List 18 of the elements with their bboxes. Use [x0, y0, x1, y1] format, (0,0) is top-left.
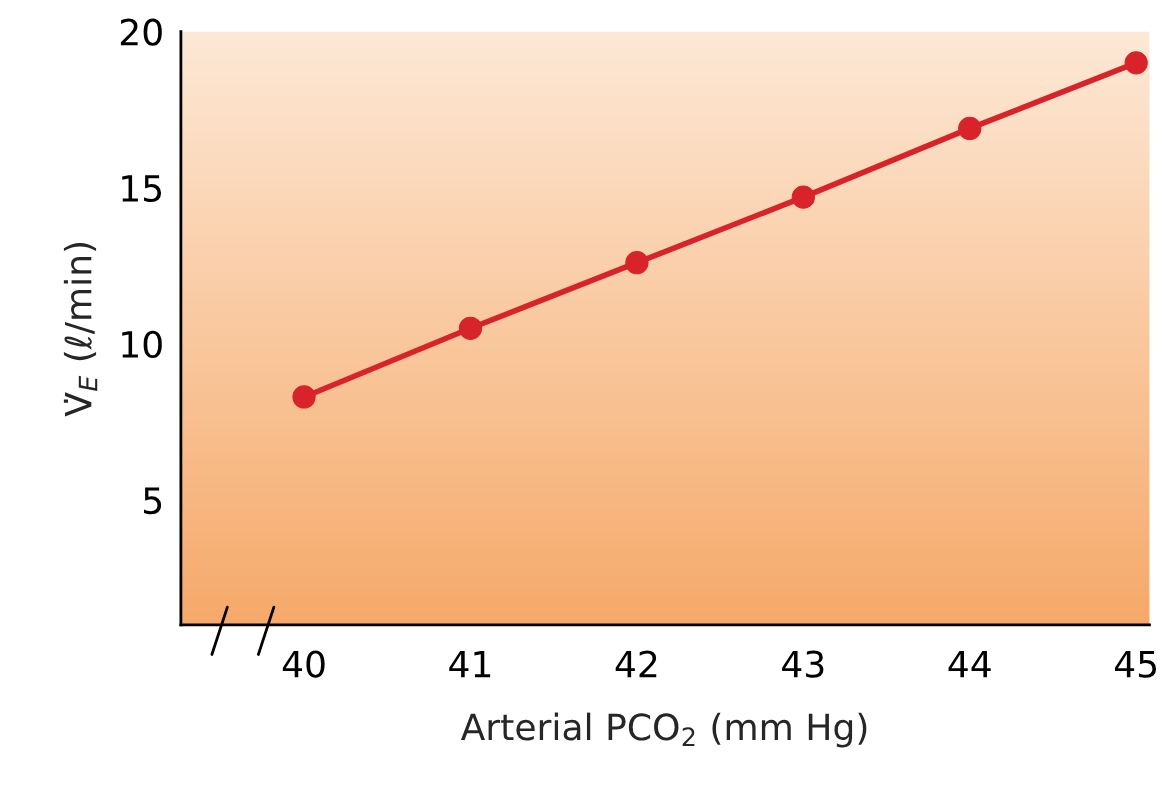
x-tick-label: 45 [1114, 651, 1156, 678]
y-axis-title: V̇$_{E}$ (ℓ/min) [63, 243, 98, 417]
x-tick-label: 44 [948, 651, 991, 678]
x-tick-label: 42 [615, 650, 657, 678]
x-tick-label: 40 [282, 650, 325, 678]
point [292, 385, 316, 409]
x-tick-label: 43 [782, 650, 824, 678]
point [1124, 51, 1148, 75]
point [625, 251, 649, 275]
y-tick-label: 10 [122, 330, 162, 359]
y-tick-label: 20 [120, 18, 162, 46]
y-tick-label: 5 [144, 487, 162, 515]
point [958, 116, 982, 141]
point [791, 185, 815, 209]
y-tick-label: 15 [122, 175, 162, 202]
x-tick-label: 41 [449, 651, 491, 678]
point [458, 316, 483, 340]
x-axis-title: Arterial PCO$_{2}$ (mm Hg) [460, 712, 867, 748]
